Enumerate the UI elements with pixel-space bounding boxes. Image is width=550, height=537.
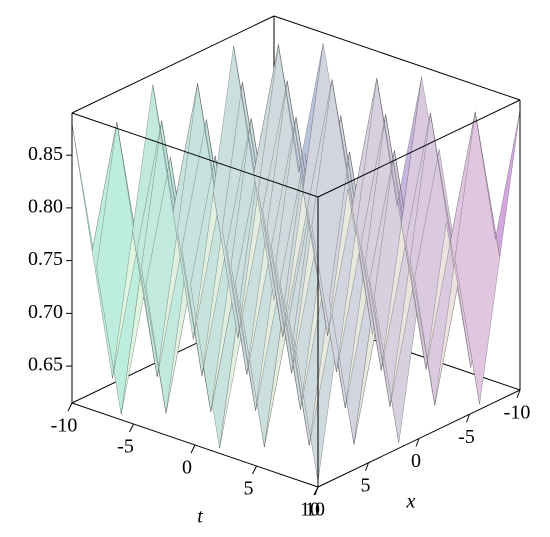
x-tick-label: -5 <box>458 426 475 448</box>
y-tick <box>67 402 73 412</box>
y-tick-label: -5 <box>117 436 134 458</box>
box-edge <box>317 99 521 198</box>
x-tick <box>466 414 470 423</box>
x-tick <box>314 486 319 496</box>
y-tick-label: 10 <box>300 499 320 521</box>
surface-patch <box>474 110 521 258</box>
x-tick-label: 0 <box>411 450 421 472</box>
y-tick-label: -10 <box>51 415 78 437</box>
surface-patch <box>454 111 501 405</box>
z-tick-label: 0.65 <box>28 354 63 376</box>
y-tick <box>252 465 257 475</box>
x-tick-label: -10 <box>504 402 531 424</box>
z-tick-label: 0.75 <box>28 248 63 270</box>
z-tick-label: 0.70 <box>28 301 63 323</box>
x-axis-label: x <box>406 491 416 513</box>
z-tick-label: 0.80 <box>28 196 63 218</box>
x-tick <box>415 438 420 447</box>
z-tick-label: 0.85 <box>28 143 63 165</box>
x-tick-label: 5 <box>361 474 371 496</box>
y-tick <box>190 444 196 454</box>
x-tick <box>365 462 369 471</box>
box-edge <box>273 15 521 101</box>
x-tick <box>516 389 521 399</box>
x-tick-label: 10 <box>305 499 325 521</box>
y-axis-label: t <box>197 506 203 528</box>
y-tick-label: 5 <box>244 478 254 500</box>
surface-patch <box>96 122 142 415</box>
y-tick-label: 0 <box>182 457 192 479</box>
box-edge <box>71 15 275 114</box>
y-tick <box>129 423 134 433</box>
box-edge <box>71 112 319 198</box>
